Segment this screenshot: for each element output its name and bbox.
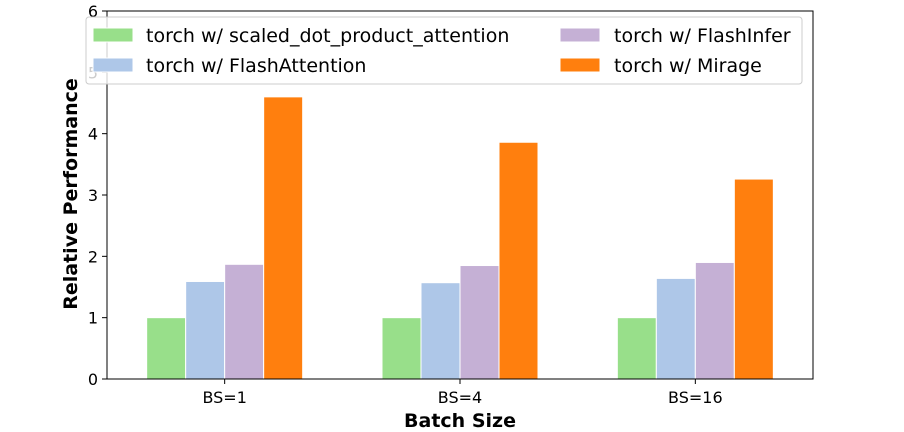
y-tick-label: 2 xyxy=(88,247,98,266)
x-tick-label: BS=16 xyxy=(668,388,723,407)
legend-label: torch w/ FlashAttention xyxy=(146,55,366,77)
legend-swatch xyxy=(92,27,134,43)
bar-2-bs1 xyxy=(185,280,226,380)
bar-3-bs16 xyxy=(694,261,735,380)
x-axis-title: Batch Size xyxy=(404,410,516,432)
y-tick-label: 1 xyxy=(88,309,98,328)
bar-1-bs16 xyxy=(616,317,657,380)
y-axis-title: Relative Performance xyxy=(60,78,82,310)
legend-swatch xyxy=(559,27,601,43)
bar-4-bs16 xyxy=(733,178,774,380)
bar-3-bs4 xyxy=(459,265,500,380)
y-tick-label: 3 xyxy=(88,186,98,205)
bar-2-bs4 xyxy=(420,282,461,380)
legend-swatch xyxy=(559,57,601,73)
legend-label: torch w/ Mirage xyxy=(614,55,762,77)
bar-4-bs1 xyxy=(263,96,304,380)
plot-frame xyxy=(106,10,814,380)
y-tick-label: 6 xyxy=(88,2,98,21)
bar-1-bs1 xyxy=(146,317,187,380)
bars xyxy=(146,96,774,380)
x-tick-label: BS=1 xyxy=(202,388,246,407)
ticks: 0123456BS=1BS=4BS=16 xyxy=(88,2,723,407)
bar-4-bs4 xyxy=(498,141,539,380)
y-tick-label: 4 xyxy=(88,125,98,144)
bar-1-bs4 xyxy=(381,317,422,380)
legend-label: torch w/ FlashInfer xyxy=(614,25,791,47)
y-tick-label: 0 xyxy=(88,370,98,389)
legend-swatch xyxy=(92,57,134,73)
bar-2-bs16 xyxy=(655,277,696,380)
x-tick-label: BS=4 xyxy=(438,388,482,407)
bar-3-bs1 xyxy=(224,263,265,380)
legend: torch w/ scaled_dot_product_attentiontor… xyxy=(85,16,803,85)
legend-label: torch w/ scaled_dot_product_attention xyxy=(146,25,509,47)
legend-box xyxy=(85,16,803,85)
